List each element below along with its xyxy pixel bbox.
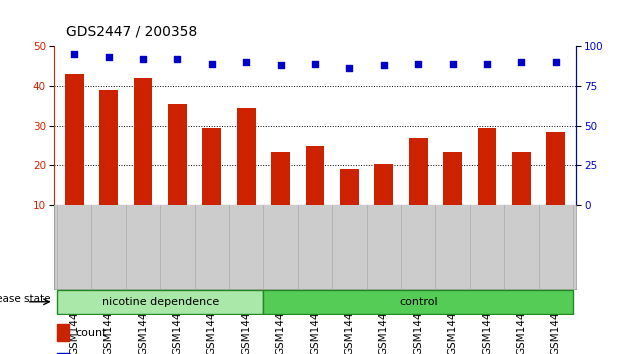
- Bar: [99, 90, 118, 205]
- Bar: [57, 353, 69, 354]
- Point: [310, 61, 320, 66]
- Bar: [57, 324, 69, 341]
- Point: [447, 61, 457, 66]
- Bar: [374, 164, 393, 205]
- Text: count: count: [76, 328, 107, 338]
- Point: [517, 59, 527, 65]
- Bar: [168, 104, 187, 205]
- Point: [413, 61, 423, 66]
- Bar: [263, 290, 573, 314]
- Bar: [306, 145, 324, 205]
- Bar: [65, 74, 84, 205]
- Text: nicotine dependence: nicotine dependence: [101, 297, 219, 307]
- Bar: [202, 128, 221, 205]
- Point: [103, 54, 113, 60]
- Point: [551, 59, 561, 65]
- Point: [207, 61, 217, 66]
- Point: [379, 62, 389, 68]
- Text: control: control: [399, 297, 437, 307]
- Text: disease state: disease state: [0, 294, 50, 304]
- Bar: [271, 152, 290, 205]
- Point: [138, 56, 148, 62]
- Point: [345, 65, 355, 71]
- Bar: [546, 132, 565, 205]
- Bar: [478, 128, 496, 205]
- Bar: [340, 170, 359, 205]
- Bar: [409, 138, 428, 205]
- Bar: [237, 108, 256, 205]
- Point: [241, 59, 251, 65]
- Text: GDS2447 / 200358: GDS2447 / 200358: [66, 25, 197, 39]
- Bar: [134, 78, 152, 205]
- Bar: [443, 152, 462, 205]
- Bar: [512, 152, 531, 205]
- Point: [173, 56, 183, 62]
- Bar: [57, 290, 263, 314]
- Point: [69, 51, 79, 57]
- Point: [275, 62, 285, 68]
- Point: [482, 61, 492, 66]
